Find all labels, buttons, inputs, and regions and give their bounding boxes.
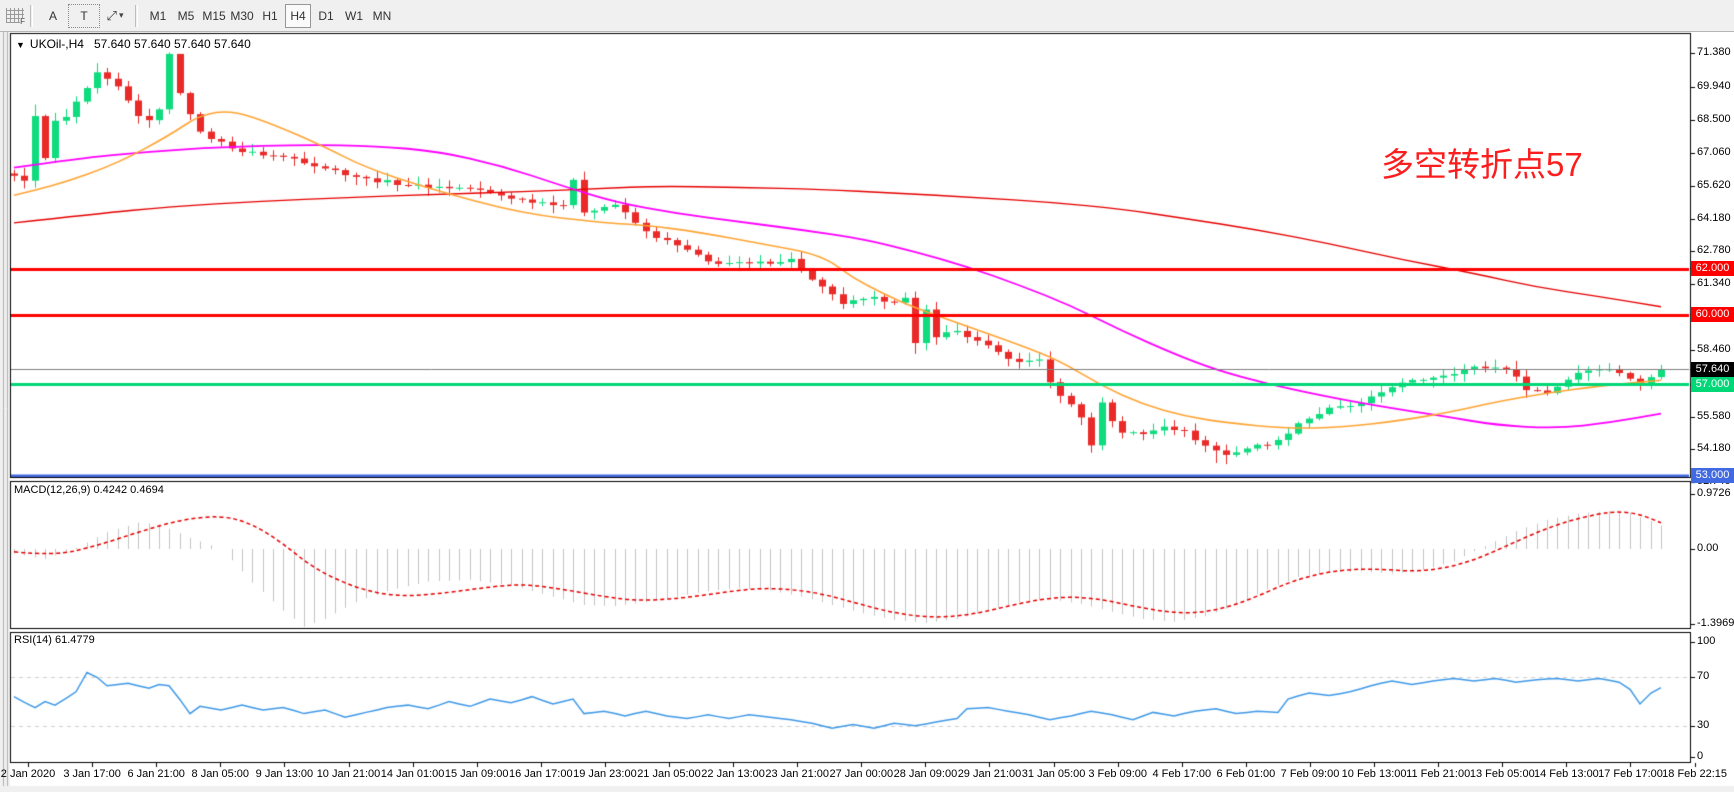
axis-tick-label: 61.340 [1697,277,1731,289]
timeframe-button-h1[interactable]: H1 [262,8,278,23]
rsi-indicator-label: RSI(14) 61.4779 [14,634,95,646]
axis-tick-label: 71.380 [1697,46,1731,58]
time-label: 3 Feb 09:00 [1088,768,1148,780]
time-label: 16 Jan 17:00 [508,768,573,780]
price-badge: 60.000 [1691,307,1734,322]
axis-tick-label: 67.060 [1697,146,1731,158]
time-label: 10 Feb 13:00 [1341,768,1407,780]
arrow-tool-button[interactable]: ⤢ ▾ [102,4,128,28]
toolbar: F A T ⤢ ▾ M1 M5 M15 M30 H1 H4 D1 W1 MN [0,0,1734,32]
time-label: 31 Jan 05:00 [1021,768,1086,780]
time-label: 4 Feb 17:00 [1152,768,1212,780]
arrow-tool-icon: ⤢ [106,7,117,23]
time-label: 17 Feb 17:00 [1598,768,1663,780]
axis-tick-label: 65.620 [1697,179,1731,191]
time-label: 21 Jan 05:00 [637,768,701,780]
time-label: 6 Jan 21:00 [127,768,185,780]
timeframe-button-d1[interactable]: D1 [318,8,334,23]
timeframe-button-m15[interactable]: M15 [202,8,226,23]
time-label: 9 Jan 13:00 [255,768,314,780]
time-label: 10 Jan 21:00 [316,768,381,780]
price-badge: 62.000 [1691,261,1734,276]
time-label: 22 Jan 13:00 [701,768,765,780]
axis-tick-label: 0.00 [1697,542,1719,554]
axis-tick-label: 30 [1697,719,1710,731]
symbol-header: ▼ UKOil-,H4 57.640 57.640 57.640 57.640 [16,37,251,51]
axis-tick-label: 0.9726 [1697,487,1731,499]
axis-tick-label: 62.780 [1697,244,1731,256]
price-badge: 57.640 [1691,362,1734,377]
timeframe-button-m1[interactable]: M1 [149,8,167,23]
time-label: 27 Jan 00:00 [829,768,894,780]
axis-tick-label: 0 [1697,750,1704,762]
macd-indicator-label: MACD(12,26,9) 0.4242 0.4694 [14,484,164,496]
annotation-a-button[interactable]: A [48,8,57,23]
grid-f-icon[interactable]: F [6,8,25,26]
timeframe-button-h4[interactable]: H4 [285,3,311,28]
time-label: 15 Jan 09:00 [444,768,509,780]
time-label: 18 Feb 22:15 [1662,768,1728,780]
axis-tick-label: 69.940 [1697,80,1731,92]
time-label: 28 Jan 09:00 [893,768,958,780]
toolbar-separator [135,4,138,27]
toolbar-separator [30,4,33,27]
time-label: 3 Jan 17:00 [63,768,121,780]
timeframe-button-mn[interactable]: MN [372,8,392,23]
time-label: 13 Feb 05:00 [1469,768,1535,780]
time-label: 19 Jan 23:00 [573,768,637,780]
axis-tick-label: 55.580 [1697,410,1731,422]
time-label: 2 Jan 2020 [0,768,56,780]
axis-tick-label: -1.3969 [1697,617,1734,629]
time-label: 14 Jan 01:00 [380,768,445,780]
axis-tick-label: 64.180 [1697,212,1731,224]
time-label: 11 Feb 21:00 [1406,768,1471,780]
chart-text-annotation: 多空转折点57 [1381,146,1583,183]
timeframe-button-m5[interactable]: M5 [177,8,195,23]
timeframe-button-w1[interactable]: W1 [345,8,363,23]
symbol-timeframe-label: UKOil-,H4 [29,37,84,51]
timeframe-button-m30[interactable]: M30 [230,8,254,23]
axis-tick-label: 54.180 [1697,442,1731,454]
axis-tick-label: 58.460 [1697,343,1731,355]
timeframe-buttons-group: M1 M5 M15 M30 H1 H4 D1 W1 MN [144,0,396,31]
price-badge: 53.000 [1691,468,1734,483]
time-label: 7 Feb 09:00 [1280,768,1340,780]
time-label: 14 Feb 13:00 [1533,768,1599,780]
axis-tick-label: 70 [1697,670,1710,682]
text-tool-button[interactable]: T [68,3,100,28]
price-badge: 57.000 [1691,377,1734,392]
time-label: 8 Jan 05:00 [191,768,250,780]
time-label: 29 Jan 21:00 [957,768,1022,780]
ohlc-values: 57.640 57.640 57.640 57.640 [93,37,251,51]
drawing-tools-group: F A T ⤢ ▾ [0,0,144,31]
chevron-down-icon: ▾ [118,10,124,20]
axis-tick-label: 100 [1697,635,1716,647]
time-label: 6 Feb 01:00 [1216,768,1276,780]
axis-tick-label: 68.500 [1697,113,1731,125]
time-label: 23 Jan 21:00 [765,768,829,780]
symbol-dropdown-icon[interactable]: ▼ [16,40,25,50]
